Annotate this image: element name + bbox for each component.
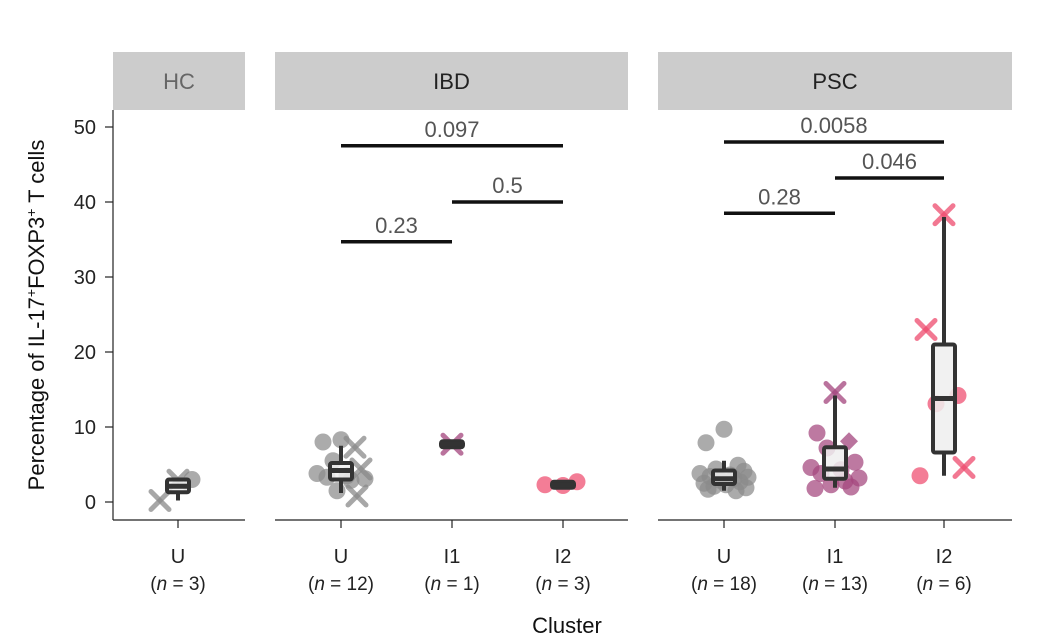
y-tick-label: 10 [74, 417, 96, 439]
group-i2: I2 (n = 3) [535, 473, 591, 595]
sample-size-label: (n = 13) [802, 574, 868, 595]
p-value-label: 0.23 [375, 213, 418, 238]
data-point-x [343, 435, 367, 459]
facet-strip [275, 52, 628, 110]
sample-size-label: (n = 1) [424, 574, 479, 595]
data-point [911, 467, 929, 485]
comparison: 0.097 [341, 117, 563, 148]
data-point-x [823, 381, 847, 404]
y-axis-title: Percentage of IL-17+FOXP3+ T cells [23, 140, 49, 491]
data-point-x [952, 456, 976, 479]
sample-size-label: (n = 3) [535, 574, 590, 595]
group-u: U (n = 3) [148, 468, 206, 595]
comparison: 0.23 [341, 213, 452, 244]
comparison: 0.5 [452, 173, 563, 204]
p-value-label: 0.0058 [800, 113, 867, 138]
x-tick-label: U [171, 546, 185, 568]
data-point [846, 453, 864, 471]
y-axis: 0 10 20 30 40 50 [74, 110, 114, 520]
p-value-label: 0.5 [492, 173, 523, 198]
facet-strip [658, 52, 1012, 110]
x-tick-label: I2 [936, 546, 953, 568]
sample-size-label: (n = 6) [916, 574, 971, 595]
group-u: U (n = 18) [691, 420, 757, 595]
p-value-label: 0.097 [424, 117, 479, 142]
data-point [842, 478, 860, 496]
data-point [715, 420, 733, 438]
panel-psc: PSC U (n = 18) I1 (n = 13) I2 (n = 6) 0.28 0.046… [658, 52, 1012, 595]
y-tick-label: 50 [74, 117, 96, 139]
sample-size-label: (n = 3) [150, 574, 205, 595]
data-point [697, 434, 715, 452]
x-axis-title: Cluster [532, 613, 602, 638]
data-point-x [914, 318, 938, 341]
group-i1: I1 (n = 13) [802, 381, 868, 595]
data-point [332, 431, 350, 449]
y-tick-label: 30 [74, 267, 96, 289]
facet-strip [113, 52, 245, 110]
data-point [314, 433, 332, 451]
data-point [806, 480, 824, 497]
facet-strip-label: IBD [433, 69, 470, 94]
data-point-x [345, 484, 369, 508]
group-i1: I1 (n = 1) [424, 432, 480, 595]
y-tick-label: 40 [74, 192, 96, 214]
y-tick-label: 0 [85, 492, 96, 514]
group-i2: I2 (n = 6) [911, 203, 976, 595]
group-u: U (n = 12) [308, 431, 374, 595]
panel-ibd: IBD U (n = 12) I1 (n = 1) I2 (n = 3) 0.23 0.5 0.0… [275, 52, 628, 595]
data-point-x [932, 203, 956, 227]
data-point [536, 476, 554, 494]
sample-size-label: (n = 12) [308, 574, 374, 595]
panel-hc: HC U (n = 3) [113, 52, 245, 595]
data-point [356, 470, 374, 488]
x-tick-label: I1 [827, 546, 844, 568]
p-value-label: 0.28 [758, 184, 801, 209]
y-tick-label: 20 [74, 342, 96, 364]
x-tick-label: I2 [555, 546, 572, 568]
sample-size-label: (n = 18) [691, 574, 757, 595]
comparison: 0.28 [724, 184, 835, 215]
data-point-x [148, 489, 172, 512]
data-point [727, 482, 745, 500]
x-tick-label: I1 [444, 546, 461, 568]
panels: HC U (n = 3) IBD U (n = 12) I1 (n = 1) I2 (n = 3)… [113, 52, 1012, 595]
x-tick-label: U [334, 546, 348, 568]
facet-strip-label: HC [163, 69, 195, 94]
data-point [808, 424, 826, 442]
x-tick-label: U [717, 546, 731, 568]
comparison: 0.0058 [724, 113, 944, 144]
box [822, 445, 848, 481]
comparison: 0.046 [835, 149, 944, 180]
facet-strip-label: PSC [812, 69, 857, 94]
p-value-label: 0.046 [862, 149, 917, 174]
